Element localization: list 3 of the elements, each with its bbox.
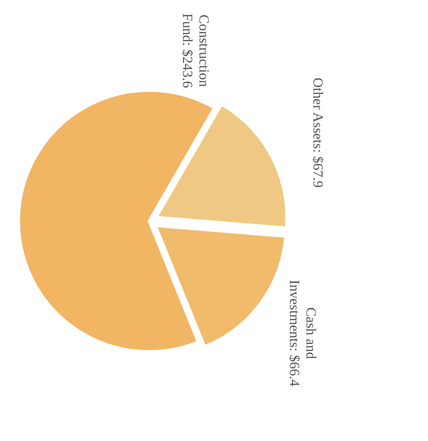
slice-label: Other Assets: $67.9 [309, 78, 324, 188]
slice-label: Cash and Investments: $66.4 [286, 280, 318, 386]
slice-label: Construction Fund: $243.6 [179, 13, 211, 88]
